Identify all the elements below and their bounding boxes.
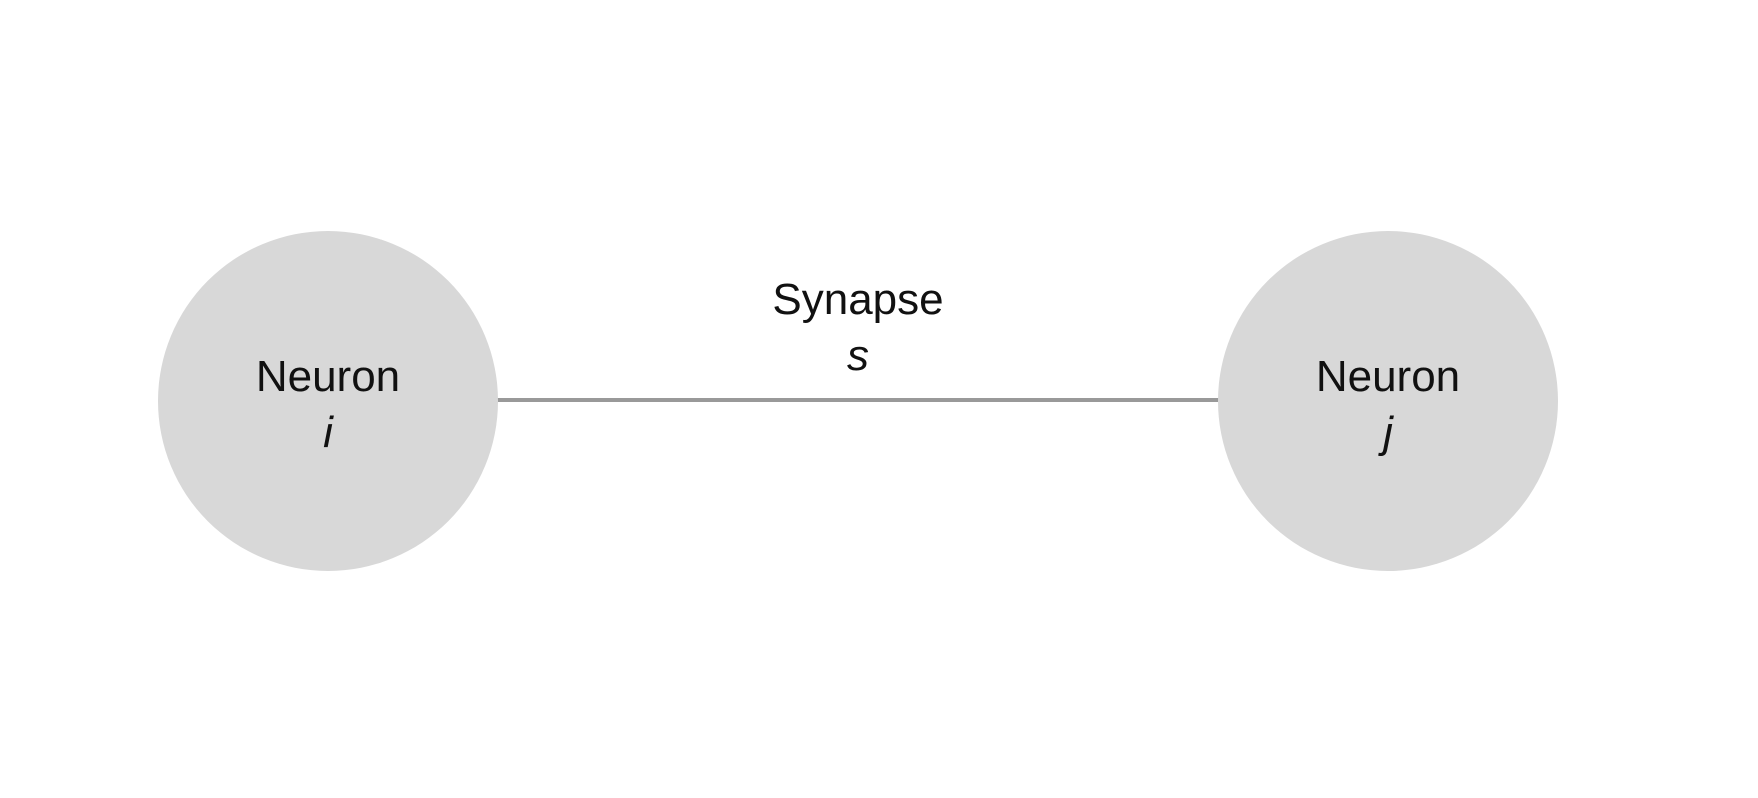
neuron-j-label: Neuron [1315,352,1461,401]
neuron-i-node: Neuron i [158,231,498,571]
synapse-connector [496,398,1220,402]
neuron-j-node: Neuron j [1218,231,1558,571]
synapse-index: s [847,331,869,380]
neuron-i-index: i [323,408,333,457]
neuron-j-index: j [1383,408,1393,457]
synapse-label: Synapse [772,275,944,324]
neuron-i-label: Neuron [255,352,401,401]
